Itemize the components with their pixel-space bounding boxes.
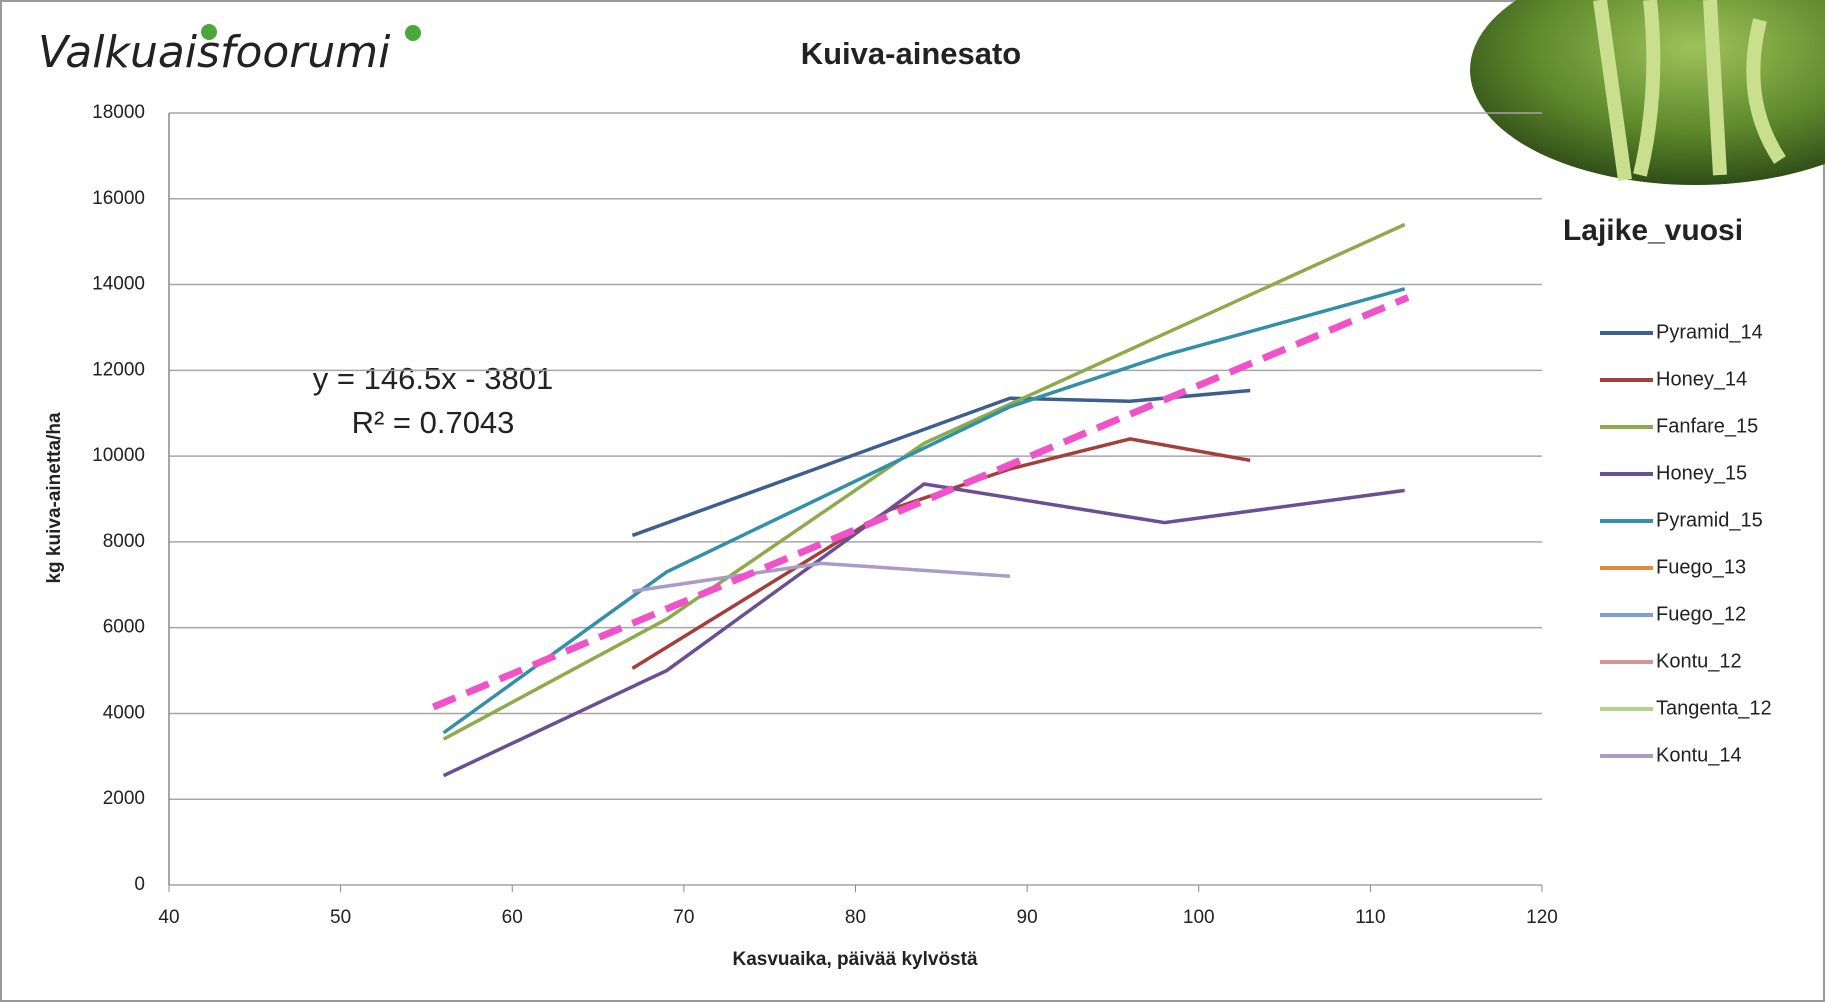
x-tick-label: 100 bbox=[1183, 907, 1215, 928]
series-line bbox=[631, 437, 1251, 670]
legend-title: Lajike_vuosi bbox=[1563, 214, 1743, 247]
trendline bbox=[431, 294, 1410, 711]
logo-dot bbox=[201, 24, 217, 40]
y-tick-label: 14000 bbox=[92, 274, 145, 295]
series-line bbox=[442, 287, 1406, 735]
series-line bbox=[632, 561, 1011, 593]
legend-label: Fuego_13 bbox=[1656, 556, 1746, 578]
grid bbox=[169, 112, 1542, 886]
y-axis-label: kg kuiva-ainetta/ha bbox=[44, 412, 65, 583]
x-tick-label: 120 bbox=[1526, 907, 1558, 928]
series-line bbox=[442, 222, 1406, 741]
legend-label: Honey_15 bbox=[1656, 462, 1747, 484]
chart-title: Kuiva-ainesato bbox=[801, 36, 1022, 71]
trend-equation: y = 146.5x - 3801 bbox=[313, 361, 553, 396]
photo-stems bbox=[1593, 0, 1786, 181]
y-tick-label: 2000 bbox=[103, 788, 145, 809]
legend-label: Kontu_12 bbox=[1656, 650, 1742, 672]
legend-label: Tangenta_12 bbox=[1656, 697, 1772, 719]
x-axis-label: Kasvuaika, päivää kylvöstä bbox=[732, 949, 977, 970]
legend-label: Pyramid_14 bbox=[1656, 321, 1763, 343]
y-tick-label: 6000 bbox=[103, 617, 145, 638]
y-tick-label: 16000 bbox=[92, 188, 145, 209]
x-tick-label: 40 bbox=[158, 907, 179, 928]
trend-r-squared: R² = 0.7043 bbox=[352, 405, 515, 440]
logo-dot bbox=[405, 25, 421, 41]
y-tick-label: 10000 bbox=[92, 445, 145, 466]
y-tick-label: 4000 bbox=[103, 702, 145, 723]
legend-label: Kontu_14 bbox=[1656, 744, 1742, 766]
x-tick-label: 90 bbox=[1017, 907, 1038, 928]
y-tick-label: 8000 bbox=[103, 531, 145, 552]
y-tick-label: 12000 bbox=[92, 359, 145, 380]
x-tick-label: 60 bbox=[502, 907, 523, 928]
x-tick-label: 80 bbox=[845, 907, 866, 928]
legend-label: Honey_14 bbox=[1656, 368, 1747, 390]
legend-label: Pyramid_15 bbox=[1656, 509, 1763, 531]
y-tick-label: 18000 bbox=[92, 102, 145, 123]
legend-label: Fuego_12 bbox=[1656, 603, 1746, 625]
x-tick-label: 50 bbox=[330, 907, 351, 928]
x-tick-label: 70 bbox=[673, 907, 694, 928]
series-line bbox=[631, 388, 1251, 538]
x-tick-label: 110 bbox=[1355, 907, 1385, 928]
legend-label: Fanfare_15 bbox=[1656, 415, 1758, 437]
series-line bbox=[442, 482, 1405, 778]
y-tick-label: 0 bbox=[134, 874, 145, 895]
